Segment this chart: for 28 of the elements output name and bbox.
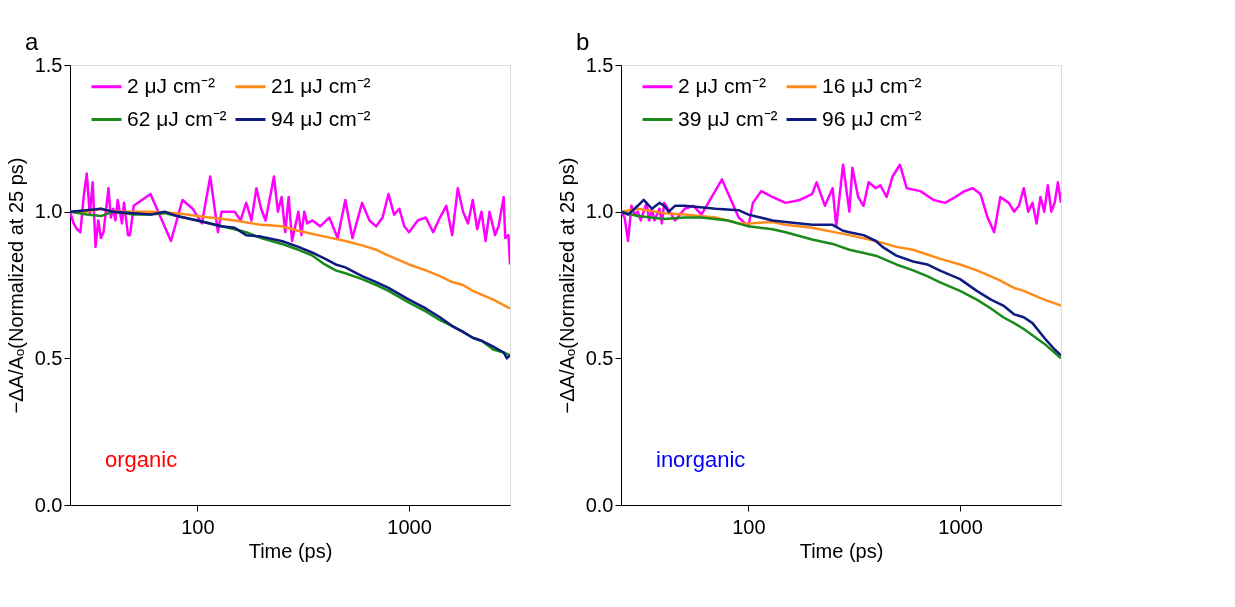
annotation: organic — [105, 447, 178, 472]
legend-label: 96 μJ cm⁻² — [822, 106, 922, 130]
text: a — [25, 28, 39, 55]
y-tick-label: 1.5 — [34, 53, 63, 76]
legend-label: 62 μJ cm⁻² — [127, 106, 227, 130]
y-tick-label: 1.0 — [585, 200, 614, 223]
y-tick-label: 1.5 — [585, 53, 614, 76]
x-tick-label: 100 — [732, 515, 766, 538]
y-tick-label: 0.0 — [34, 493, 63, 516]
y-tick-label: 0.0 — [585, 493, 614, 516]
x-tick-label: 1000 — [387, 515, 432, 538]
annotation: inorganic — [656, 447, 746, 472]
legend-label: 94 μJ cm⁻² — [271, 106, 371, 130]
legend-label: 39 μJ cm⁻² — [678, 106, 778, 130]
legend-label: 2 μJ cm⁻² — [127, 73, 215, 97]
y-axis-title: −ΔA/Aₒ(Normalized at 25 ps) — [555, 157, 578, 414]
y-tick-label: 0.5 — [34, 346, 63, 369]
text: b — [576, 28, 590, 55]
legend-label: 16 μJ cm⁻² — [822, 73, 922, 97]
x-tick-label: 100 — [181, 515, 215, 538]
x-axis-title: Time (ps) — [248, 539, 333, 562]
y-tick-label: 0.5 — [585, 346, 614, 369]
x-axis-title: Time (ps) — [799, 539, 884, 562]
y-axis-title: −ΔA/Aₒ(Normalized at 25 ps) — [4, 157, 27, 414]
legend-label: 21 μJ cm⁻² — [271, 73, 371, 97]
y-tick-label: 1.0 — [34, 200, 63, 223]
x-tick-label: 1000 — [938, 515, 983, 538]
legend-label: 2 μJ cm⁻² — [678, 73, 766, 97]
